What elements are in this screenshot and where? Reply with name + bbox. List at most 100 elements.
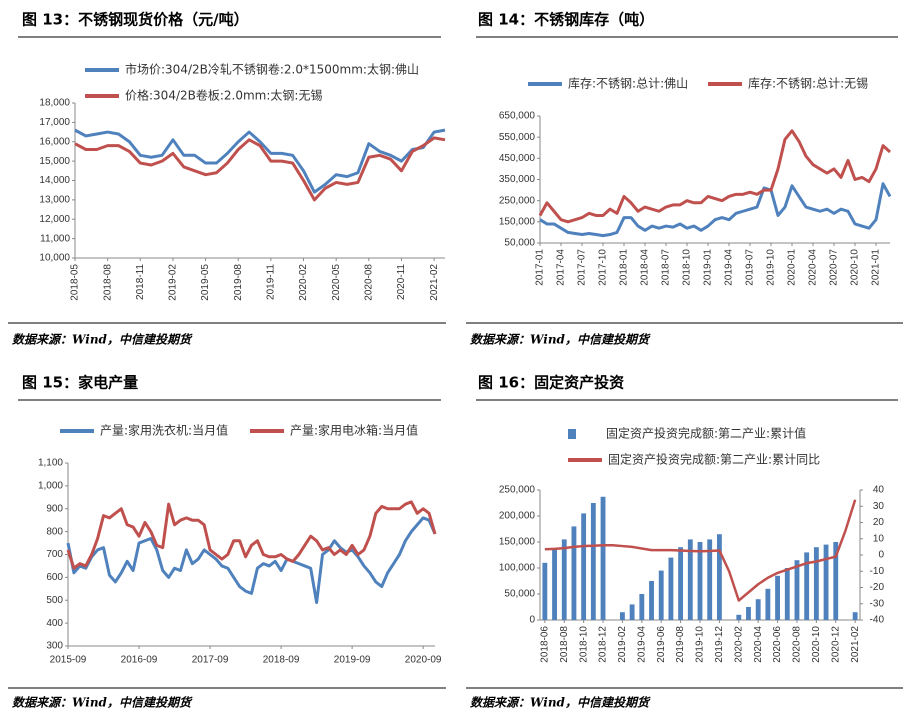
bar: [823, 544, 829, 620]
y2-tick-label: 10: [873, 533, 885, 544]
y2-tick-label: 40: [873, 485, 885, 496]
legend-label: 产量:家用洗衣机:当月值: [100, 423, 228, 438]
bar: [590, 503, 596, 620]
x-tick-label: 2020-10: [811, 626, 822, 663]
y-tick-label: 150,000: [499, 537, 536, 548]
panel-title: 图 16：固定资产投资: [478, 374, 624, 392]
x-tick-label: 2018-05: [70, 264, 81, 301]
bar: [833, 542, 839, 620]
x-tick-label: 2018-06: [539, 626, 550, 663]
x-tick-label: 2018-09: [263, 655, 300, 666]
y-tick-label: 800: [46, 526, 63, 537]
bar: [775, 575, 780, 620]
bar: [707, 539, 713, 620]
y2-tick-label: -30: [870, 598, 885, 609]
x-tick-label: 2019-11: [266, 264, 277, 300]
legend-label: 库存:不锈钢:总计:无锡: [748, 76, 868, 91]
y-tick-label: 650,000: [499, 111, 536, 122]
y-tick-label: 250,000: [499, 195, 536, 206]
bar: [794, 560, 800, 620]
y-tick-label: 900: [46, 503, 63, 514]
y-tick-label: 14,000: [39, 175, 70, 186]
y-tick-label: 50,000: [504, 589, 535, 600]
x-tick-label: 2019-04: [724, 249, 735, 286]
x-tick-label: 2018-12: [598, 626, 609, 663]
x-tick-label: 2018-01: [619, 249, 630, 286]
y-tick-label: 100,000: [499, 563, 536, 574]
x-tick-label: 2020-06: [772, 626, 783, 663]
x-tick-label: 2020-08: [363, 264, 374, 301]
y-tick-label: 1,000: [38, 481, 63, 492]
y-tick-label: 12,000: [39, 214, 70, 225]
x-tick-label: 2017-09: [192, 655, 229, 666]
bar: [716, 534, 722, 620]
x-tick-label: 2019-04: [636, 626, 647, 663]
x-tick-label: 2020-04: [753, 626, 764, 663]
x-tick-label: 2017-10: [598, 249, 609, 286]
bar: [649, 581, 654, 620]
x-tick-label: 2019-08: [675, 626, 686, 663]
x-tick-label: 2019-06: [656, 626, 667, 663]
x-tick-label: 2019-02: [617, 626, 628, 663]
y-tick-label: 600: [46, 572, 63, 583]
x-tick-label: 2019-10: [695, 626, 706, 663]
y2-tick-label: 0: [878, 550, 884, 561]
bar: [736, 614, 742, 620]
x-tick-label: 2019-01: [703, 249, 714, 286]
y-tick-label: 500: [46, 595, 63, 606]
bar: [620, 612, 625, 620]
bar: [697, 542, 703, 620]
x-tick-label: 2018-11: [135, 264, 146, 300]
series-line: [66, 516, 437, 605]
y-tick-label: 450,000: [499, 153, 536, 164]
series-line: [66, 500, 437, 570]
bar: [571, 526, 577, 620]
series-line: [74, 128, 446, 194]
x-tick-label: 2020-04: [808, 249, 819, 286]
y-tick-label: 15,000: [39, 156, 70, 167]
x-tick-label: 2020-07: [829, 249, 840, 286]
bar: [746, 607, 751, 620]
x-tick-label: 2019-07: [745, 249, 756, 286]
series-line: [539, 182, 892, 238]
legend-label: 价格:304/2B卷板:2.0mm:太钢:无锡: [125, 88, 322, 103]
x-tick-label: 2018-10: [578, 626, 589, 663]
y2-tick-label: -20: [870, 582, 885, 593]
legend-label: 产量:家用电冰箱:当月值: [290, 423, 418, 438]
legend-swatch: [568, 429, 576, 439]
x-tick-label: 2019-02: [168, 264, 179, 301]
y-tick-label: 550,000: [499, 132, 536, 143]
bar: [552, 549, 557, 620]
panel-title: 图 14：不锈钢库存（吨）: [478, 11, 654, 29]
legend-label: 库存:不锈钢:总计:佛山: [568, 76, 688, 91]
bar: [755, 599, 761, 620]
source-note: 数据来源：Wind，中信建投期货: [12, 696, 193, 710]
x-tick-label: 2021-02: [429, 264, 440, 301]
y-tick-label: 150,000: [499, 216, 536, 227]
bar: [765, 588, 771, 620]
x-tick-label: 2018-04: [640, 249, 651, 286]
series-line: [538, 129, 892, 224]
x-tick-label: 2018-10: [682, 249, 693, 286]
bar: [639, 594, 645, 620]
x-tick-label: 2020-12: [830, 626, 841, 663]
x-tick-label: 2017-01: [535, 249, 546, 286]
y-tick-label: 400: [46, 618, 63, 629]
x-tick-label: 2020-02: [733, 626, 744, 663]
x-tick-label: 2021-02: [850, 626, 861, 663]
bar: [629, 604, 635, 620]
x-tick-label: 2021-01: [871, 249, 882, 286]
bar: [813, 547, 819, 620]
x-tick-label: 2018-08: [559, 626, 570, 663]
x-tick-label: 2020-01: [787, 249, 798, 286]
source-note: 数据来源：Wind，中信建投期货: [470, 696, 651, 710]
y-tick-label: 16,000: [39, 136, 70, 147]
bar: [542, 562, 548, 620]
y-tick-label: 13,000: [39, 195, 70, 206]
y2-tick-label: 30: [873, 501, 885, 512]
y-tick-label: 350,000: [499, 174, 536, 185]
y-tick-label: 10,000: [39, 253, 70, 264]
x-tick-label: 2020-10: [850, 249, 861, 286]
